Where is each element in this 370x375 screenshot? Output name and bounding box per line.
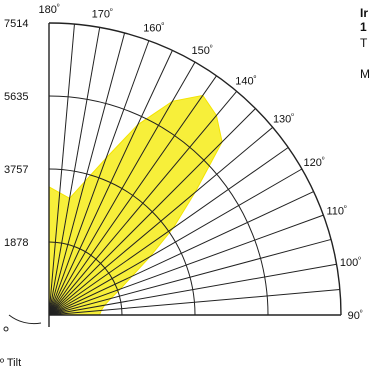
angle-tick-130: 130º [273, 113, 294, 125]
side-text-line-3: T [360, 36, 367, 50]
angle-tick-90: 90º [348, 310, 363, 322]
angle-tick-150: 150º [192, 45, 213, 57]
side-text-line-1: Ir [360, 6, 368, 20]
tilt-label: º Tilt [0, 357, 21, 369]
angle-tick-180: 180º [39, 4, 60, 16]
angle-tick-110: 110º [326, 205, 347, 217]
tilt-arc [9, 315, 41, 324]
angle-tick-140: 140º [235, 76, 256, 88]
radial-tick-7514: 7514 [4, 18, 28, 30]
side-text-line-2: 1 [360, 20, 367, 34]
radial-tick-3757: 3757 [4, 164, 28, 176]
angle-tick-120: 120º [304, 157, 325, 169]
angle-tick-170: 170º [92, 9, 113, 21]
angle-tick-100: 100º [340, 257, 361, 269]
tilt-marker [4, 327, 8, 331]
radial-tick-1878: 1878 [4, 237, 28, 249]
side-text-line-4: M [360, 67, 370, 81]
angle-tick-160: 160º [143, 22, 164, 34]
radial-tick-5635: 5635 [4, 91, 28, 103]
